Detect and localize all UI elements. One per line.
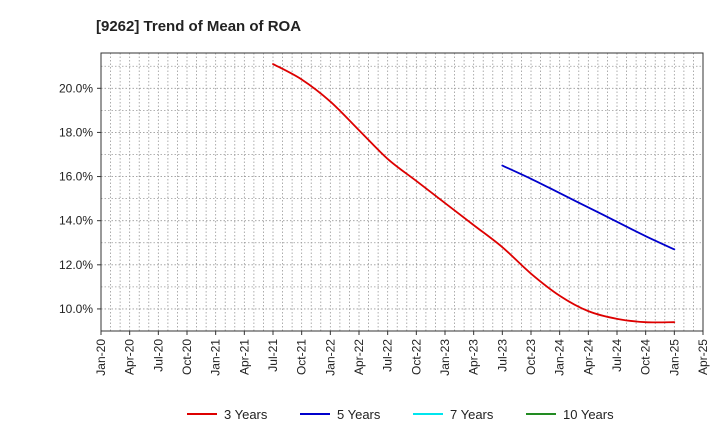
series-line-5-years: [501, 164, 676, 251]
x-tick-label: Oct-22: [409, 339, 423, 375]
x-tick-label: Jan-23: [438, 339, 452, 376]
x-tick-label: Jan-20: [94, 339, 108, 376]
x-tick-label: Apr-24: [581, 339, 595, 375]
grid: [101, 53, 703, 332]
y-tick-label: 16.0%: [59, 170, 93, 184]
x-tick-label: Apr-23: [467, 339, 481, 375]
x-tick-label: Jul-23: [495, 339, 509, 372]
x-tick-label: Jan-22: [323, 339, 337, 376]
x-tick-label: Jan-25: [667, 339, 681, 376]
y-tick-label: 12.0%: [59, 258, 93, 272]
series-lines: [272, 63, 676, 324]
legend-label-7-years: 7 Years: [450, 407, 494, 422]
legend-label-5-years: 5 Years: [337, 407, 381, 422]
legend-label-3-years: 3 Years: [224, 407, 268, 422]
x-tick-label: Jan-21: [209, 339, 223, 376]
series-line-3-years: [272, 63, 676, 324]
x-tick-label: Jan-24: [553, 339, 567, 376]
x-axis-ticks: Jan-20 Apr-20 Jul-20 Oct-20 Jan-21 Apr-21 Jul-…: [94, 331, 710, 376]
x-tick-label: Oct-21: [295, 339, 309, 375]
y-axis-ticks: 10.0% 12.0% 14.0% 16.0% 18.0% 20.0%: [59, 81, 101, 316]
x-tick-label: Jul-24: [610, 339, 624, 372]
x-tick-label: Apr-21: [237, 339, 251, 375]
x-tick-label: Jul-20: [151, 339, 165, 372]
x-tick-label: Apr-22: [352, 339, 366, 375]
y-tick-label: 10.0%: [59, 302, 93, 316]
plot-area: [100, 52, 704, 332]
legend-label-10-years: 10 Years: [563, 407, 614, 422]
x-tick-label: Jul-22: [381, 339, 395, 372]
x-tick-label: Apr-20: [123, 339, 137, 375]
chart-title: [9262] Trend of Mean of ROA: [96, 18, 301, 35]
x-tick-label: Oct-20: [180, 339, 194, 375]
y-tick-label: 20.0%: [59, 81, 93, 95]
x-tick-label: Jul-21: [266, 339, 280, 372]
y-tick-label: 18.0%: [59, 125, 93, 139]
y-tick-label: 14.0%: [59, 214, 93, 228]
x-tick-label: Oct-24: [639, 339, 653, 375]
legend: 3 Years 5 Years 7 Years 10 Years: [187, 407, 614, 422]
x-tick-label: Oct-23: [524, 339, 538, 375]
x-tick-label: Apr-25: [696, 339, 710, 375]
